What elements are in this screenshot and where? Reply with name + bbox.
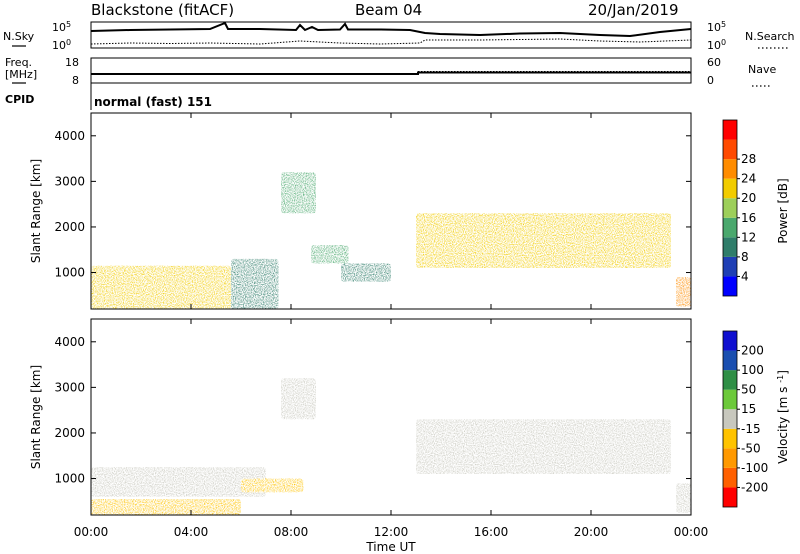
colorbar-frame [722, 119, 738, 297]
noise-sky-trace [90, 21, 692, 38]
freq-left-tick-top: 18 [65, 56, 79, 69]
velocity-region-2 [241, 478, 304, 493]
velocity-colorbar: 200 100 50 15 -15 -50 -100 -200 [722, 330, 768, 508]
velocity-region-5 [676, 483, 691, 513]
power-ylabel: Slant Range [km] [29, 159, 43, 263]
colorbar-swatch [723, 120, 737, 140]
colorbar-swatch [723, 198, 737, 218]
freq-panel-frame [90, 57, 692, 84]
x-tick-label: 16:00 [474, 525, 509, 539]
colorbar-tick-label: 16 [741, 211, 756, 225]
colorbar-tick-label: 200 [741, 344, 764, 358]
x-tick-label: 00:00 [674, 525, 709, 539]
station-title: Blackstone (fitACF) [91, 1, 234, 19]
colorbar-swatch [723, 256, 737, 277]
power-region-1 [231, 258, 279, 309]
cpid-label: CPID [5, 93, 34, 106]
colorbar-swatch [723, 217, 737, 238]
noise-right-label: N.Search [745, 30, 795, 43]
colorbar-swatch [723, 159, 737, 179]
freq-trace [91, 71, 691, 75]
velocity-region-4 [416, 419, 671, 474]
colorbar-tick-label: 24 [741, 172, 756, 186]
y-tick-label: 2000 [54, 426, 85, 440]
x-tick-label: 20:00 [574, 525, 609, 539]
power-region-6 [676, 277, 691, 307]
velocity-ylabel: Slant Range [km] [29, 365, 43, 469]
noise-right-tick-bottom: 100 [707, 38, 726, 52]
x-tick-label: 00:00 [74, 525, 109, 539]
freq-label-line1: Freq. [5, 56, 32, 69]
velocity-colorbar-label-text: Velocity [m s [776, 387, 790, 464]
noise-right-tick-top: 105 [707, 20, 726, 34]
colorbar-tick-label: -100 [741, 461, 768, 475]
nave-right-tick-top: 60 [707, 56, 721, 69]
velocity-region-0 [91, 467, 266, 497]
colorbar-swatch [723, 389, 737, 410]
colorbar-tick-label: 20 [741, 191, 756, 205]
date-title: 20/Jan/2019 [588, 1, 679, 19]
beam-title: Beam 04 [355, 1, 422, 19]
power-region-4 [341, 263, 391, 282]
power-region-5 [416, 213, 671, 268]
power-region-3 [311, 245, 349, 264]
colorbar-swatch [723, 448, 737, 468]
colorbar-swatch [723, 428, 737, 449]
colorbar-swatch [723, 350, 737, 371]
colorbar-swatch [723, 237, 737, 257]
y-tick-label: 1000 [54, 472, 85, 486]
colorbar-tick-label: 8 [741, 250, 749, 264]
y-tick-label: 2000 [54, 220, 85, 234]
noise-panel-frame [90, 21, 692, 49]
colorbar-swatch [723, 409, 737, 429]
power-region-2 [281, 172, 316, 214]
x-axis-label: Time UT [365, 540, 416, 554]
x-tick-label: 08:00 [274, 525, 309, 539]
freq-left-tick-bottom: 8 [72, 74, 79, 87]
colorbar-tick-label: 100 [741, 363, 764, 377]
colorbar-tick-label: 12 [741, 230, 756, 244]
x-tick-label: 04:00 [174, 525, 209, 539]
colorbar-tick-label: -15 [741, 422, 761, 436]
colorbar-tick-label: -200 [741, 480, 768, 494]
velocity-colorbar-label: Velocity [m s -1] [776, 370, 790, 464]
colorbar-swatch [723, 370, 737, 390]
colorbar-frame [722, 330, 738, 508]
y-tick-label: 3000 [54, 380, 85, 394]
power-region-0 [91, 265, 231, 309]
velocity-region-3 [281, 378, 316, 420]
y-tick-label: 3000 [54, 174, 85, 188]
nave-right-tick-bottom: 0 [707, 74, 714, 87]
colorbar-swatch [723, 467, 737, 488]
colorbar-tick-label: 28 [741, 152, 756, 166]
cpid-text: normal (fast) 151 [94, 95, 212, 109]
y-tick-label: 4000 [54, 129, 85, 143]
colorbar-swatch [723, 276, 737, 296]
freq-label-line2: [MHz] [5, 68, 37, 81]
nave-trace [91, 71, 691, 75]
noise-left-tick-bottom: 100 [52, 38, 71, 52]
x-tick-label: 12:00 [374, 525, 409, 539]
colorbar-tick-label: 50 [741, 383, 756, 397]
power-colorbar-label: Power [dB] [776, 178, 790, 243]
colorbar-tick-label: 4 [741, 269, 749, 283]
velocity-region-1 [91, 499, 241, 515]
velocity-panel: 1000 2000 3000 4000 Slant Range [km] 00:00 0… [29, 113, 708, 554]
power-panel: 1000 2000 3000 4000 Slant Range [km] [29, 112, 692, 310]
power-colorbar: 4 8 12 16 20 24 28 [722, 119, 756, 297]
noise-left-tick-top: 105 [52, 20, 71, 34]
y-tick-label: 4000 [54, 335, 85, 349]
noise-search-trace [90, 38, 692, 45]
colorbar-swatch [723, 178, 737, 199]
colorbar-tick-label: 15 [741, 402, 756, 416]
y-tick-label: 1000 [54, 266, 85, 280]
colorbar-swatch [723, 331, 737, 351]
colorbar-swatch [723, 139, 737, 160]
colorbar-tick-label: -50 [741, 441, 761, 455]
colorbar-swatch [723, 487, 737, 507]
nave-label: Nave [748, 63, 776, 76]
noise-left-label: N.Sky [3, 30, 35, 43]
